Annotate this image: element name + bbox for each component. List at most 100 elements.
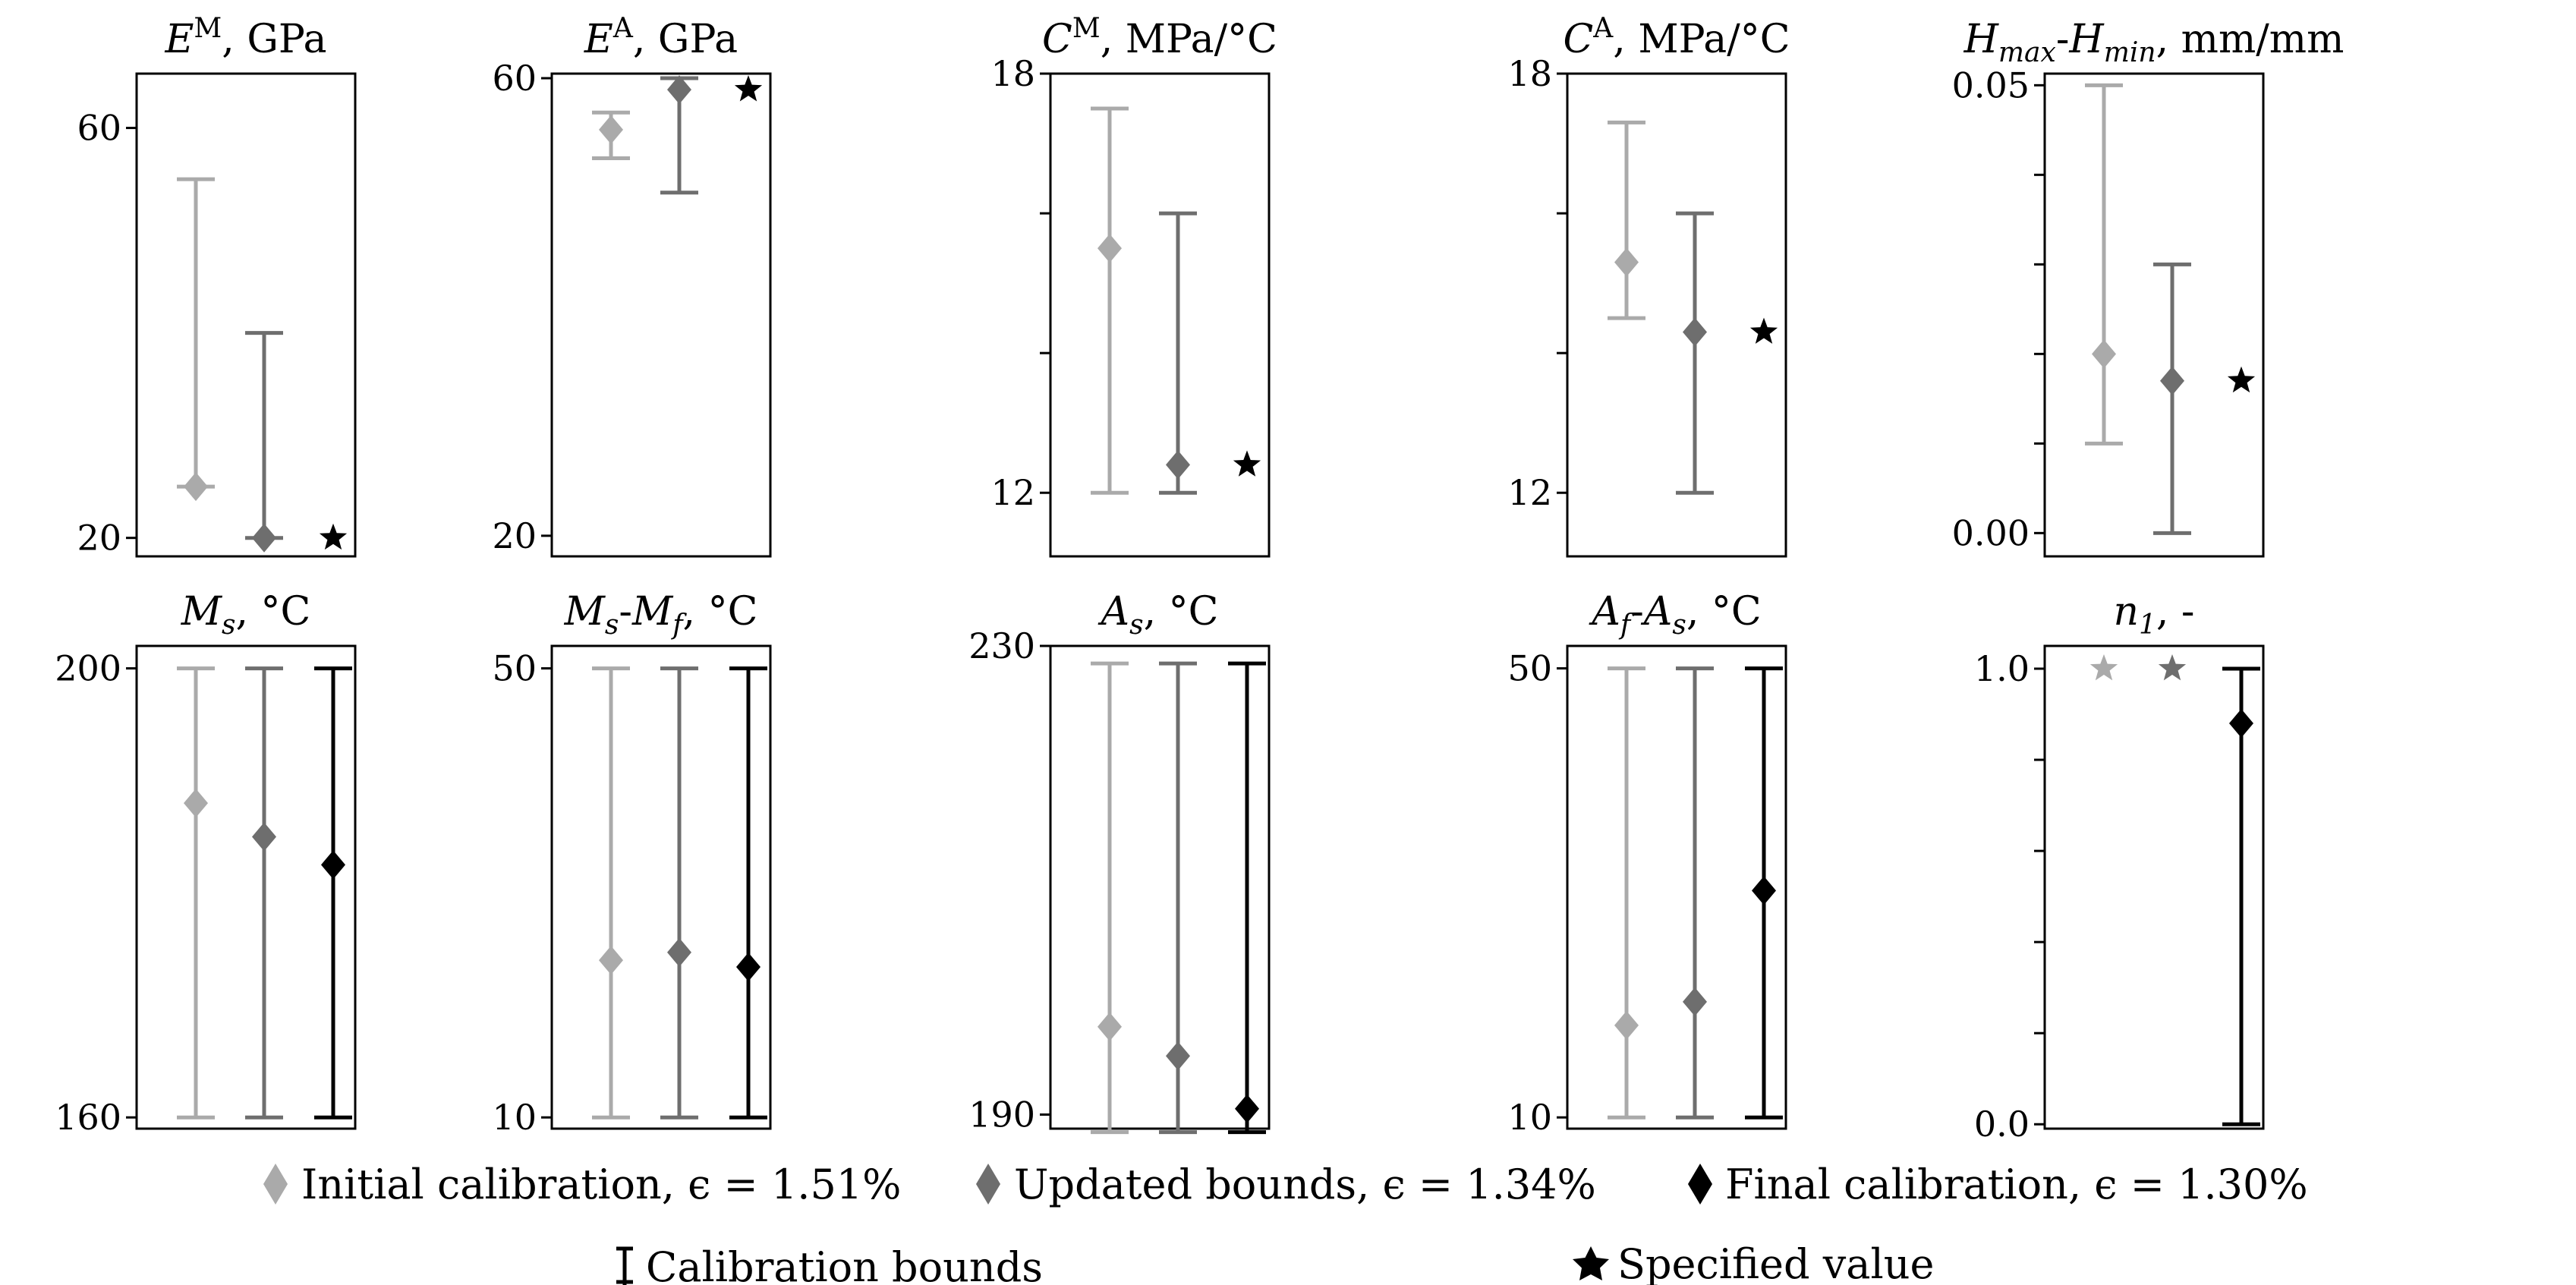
panel-frame <box>2043 72 2265 558</box>
y-tick-label: 18 <box>990 53 1035 94</box>
y-tick-label: 160 <box>55 1097 121 1138</box>
updated-bounds-value-marker <box>1166 1041 1190 1071</box>
final-calibration-value-marker <box>2229 709 2253 739</box>
final-calibration-value-marker <box>321 850 345 880</box>
initial-calibration-value-marker <box>2092 339 2116 369</box>
panel-3: CM, MPa/°C 12 18 <box>990 13 1277 558</box>
initial-calibration-value-marker <box>599 946 623 975</box>
panel-frame <box>2043 644 2265 1130</box>
updated-bounds-value-marker <box>1683 987 1707 1016</box>
y-tick-label: 20 <box>77 518 121 559</box>
panel-frame <box>1566 644 1787 1130</box>
final-calibration-value-marker <box>1235 1094 1259 1123</box>
initial-calibration-value-marker <box>1614 1010 1639 1040</box>
initial-calibration-value-marker <box>599 115 623 144</box>
y-tick-label: 20 <box>492 515 537 556</box>
initial-calibration-value-marker <box>1097 234 1122 263</box>
panel-frame <box>1049 72 1271 558</box>
panel-6: Ms, °C 160 200 <box>55 589 357 1138</box>
updated-bounds-bounds <box>1159 211 1197 495</box>
panel-title: Ms-Mf, °C <box>564 589 758 641</box>
updated-bounds-value-marker <box>667 937 691 967</box>
y-tick-label: 12 <box>1507 472 1552 513</box>
panel-5: Hmax-Hmin, mm/mm 0.00 0.05 <box>1952 17 2345 558</box>
legend-specified-label: Specified value <box>1617 1240 1934 1285</box>
panel-frame <box>135 72 357 558</box>
legend-updated-label: Updated bounds, ϵ = 1.34% <box>1014 1161 1596 1208</box>
updated-bounds-bounds <box>245 331 283 540</box>
legend-updated-marker <box>976 1164 1000 1205</box>
legend-bounds-label: Calibration bounds <box>646 1243 1043 1285</box>
panel-10: n1, - 0.0 1.0 <box>1974 589 2265 1145</box>
panel-title: Hmax-Hmin, mm/mm <box>1963 17 2345 68</box>
updated-bounds-value-marker <box>667 75 691 105</box>
specified-value-star <box>2089 654 2118 681</box>
panel-1: EM, GPa 20 60 <box>77 13 357 559</box>
y-tick-label: 18 <box>1507 53 1552 94</box>
panel-frame <box>1049 644 1271 1130</box>
final-calibration-bounds <box>2222 666 2260 1126</box>
updated-bounds-value-marker <box>2160 366 2184 395</box>
legend: Initial calibration, ϵ = 1.51% Updated b… <box>263 1161 2308 1285</box>
y-tick-label: 0.05 <box>1952 65 2030 106</box>
specified-value-star <box>319 523 348 550</box>
y-tick-label: 10 <box>492 1097 537 1138</box>
panel-9: Af-As, °C 10 50 <box>1507 589 1787 1138</box>
legend-specified-marker <box>1573 1246 1609 1280</box>
y-tick-label: 1.0 <box>1974 648 2030 689</box>
updated-bounds-value-marker <box>252 822 276 852</box>
panel-title: As, °C <box>1098 589 1219 641</box>
initial-calibration-bounds <box>2085 83 2123 446</box>
panel-title: n1, - <box>2113 589 2194 641</box>
panel-4: CA, MPa/°C 12 18 <box>1507 13 1790 558</box>
final-calibration-value-marker <box>736 953 761 982</box>
panel-title: CM, MPa/°C <box>1042 13 1277 62</box>
initial-calibration-bounds <box>1091 106 1129 495</box>
initial-calibration-value-marker <box>184 789 208 818</box>
y-tick-label: 200 <box>55 648 121 689</box>
y-tick-label: 0.00 <box>1952 512 2030 553</box>
updated-bounds-bounds <box>1676 211 1714 495</box>
y-tick-label: 190 <box>968 1094 1035 1135</box>
legend-bounds-marker <box>616 1246 633 1285</box>
specified-value-star <box>1749 317 1778 344</box>
initial-calibration-bounds <box>1091 661 1129 1135</box>
panel-title: CA, MPa/°C <box>1563 13 1790 62</box>
initial-calibration-value-marker <box>1614 247 1639 277</box>
y-tick-label: 230 <box>968 625 1035 666</box>
updated-bounds-bounds <box>660 666 698 1120</box>
final-calibration-bounds <box>314 666 352 1120</box>
updated-bounds-bounds <box>1676 666 1714 1120</box>
legend-final-marker <box>1688 1164 1712 1205</box>
y-tick-label: 0.0 <box>1974 1104 2030 1145</box>
updated-bounds-value-marker <box>1166 450 1190 480</box>
y-tick-label: 60 <box>77 108 121 149</box>
panel-2: EA, GPa 20 60 <box>492 13 772 558</box>
updated-bounds-bounds <box>245 666 283 1120</box>
panel-title: EA, GPa <box>584 13 738 62</box>
y-tick-label: 50 <box>492 648 537 689</box>
updated-bounds-value-marker <box>252 523 276 553</box>
specified-value-star <box>1233 450 1261 477</box>
updated-bounds-value-marker <box>1683 317 1707 347</box>
panel-title: Af-As, °C <box>1589 589 1761 641</box>
panel-7: Ms-Mf, °C 10 50 <box>492 589 772 1138</box>
panel-title: Ms, °C <box>181 589 311 641</box>
panel-frame <box>550 72 772 558</box>
final-calibration-bounds <box>1228 661 1266 1135</box>
final-calibration-bounds <box>729 666 767 1120</box>
legend-initial-label: Initial calibration, ϵ = 1.51% <box>301 1161 902 1208</box>
y-tick-label: 10 <box>1507 1097 1552 1138</box>
panel-title: EM, GPa <box>164 13 326 62</box>
specified-value-star <box>734 75 763 102</box>
panel-frame <box>135 644 357 1130</box>
updated-bounds-bounds <box>2153 262 2191 535</box>
y-tick-label: 12 <box>990 472 1035 513</box>
y-tick-label: 50 <box>1507 648 1552 689</box>
initial-calibration-bounds <box>1608 666 1645 1120</box>
legend-final-label: Final calibration, ϵ = 1.30% <box>1725 1161 2308 1208</box>
panel-8: As, °C 190 230 <box>968 589 1271 1135</box>
final-calibration-value-marker <box>1752 876 1776 905</box>
